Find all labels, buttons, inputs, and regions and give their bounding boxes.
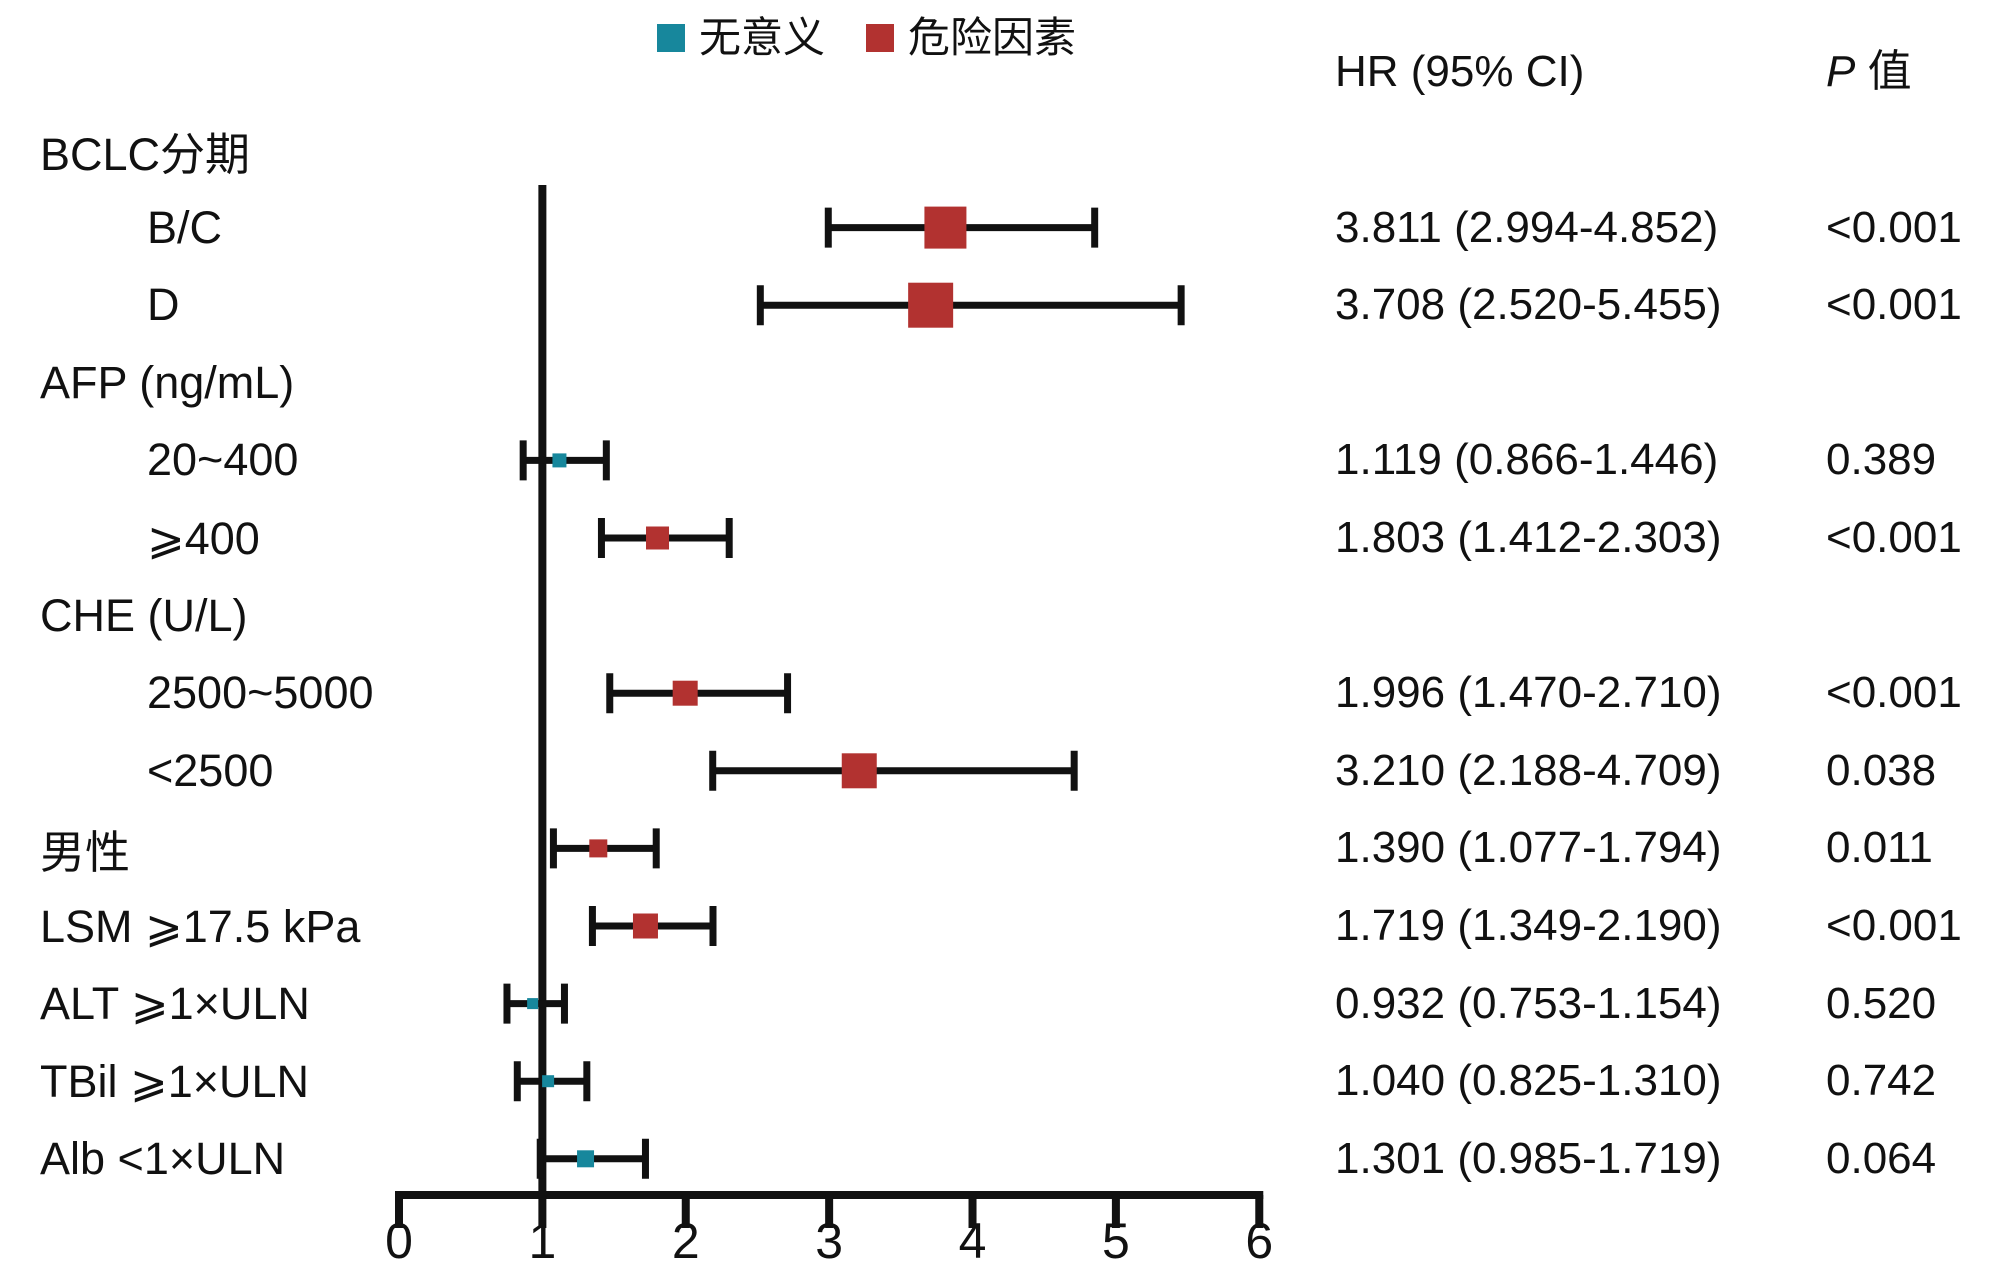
hr-ci-value: 1.996 (1.470-2.710) bbox=[1335, 668, 1722, 718]
p-value: 0.011 bbox=[1826, 823, 1933, 873]
p-column-header: P 值 bbox=[1826, 44, 1912, 100]
hr-ci-value: 1.390 (1.077-1.794) bbox=[1335, 823, 1722, 873]
p-column-header-suffix: 值 bbox=[1855, 47, 1912, 96]
legend-swatch-risk-factor bbox=[866, 24, 894, 52]
hr-ci-value: 1.719 (1.349-2.190) bbox=[1335, 901, 1722, 950]
x-axis-tick-label: 3 bbox=[815, 1213, 843, 1269]
row-label: TBil ⩾1×ULN bbox=[40, 1055, 310, 1107]
hr-marker bbox=[527, 998, 539, 1010]
x-axis-tick-label: 0 bbox=[385, 1213, 413, 1269]
p-value: 0.038 bbox=[1826, 745, 1937, 795]
row-label: LSM ⩾17.5 kPa bbox=[40, 900, 361, 952]
x-axis-tick-label: 2 bbox=[672, 1213, 700, 1269]
legend-item-risk-factor: 危险因素 bbox=[866, 16, 1076, 60]
hr-column-header: HR (95% CI) bbox=[1335, 47, 1585, 96]
hr-ci-value: 1.040 (0.825-1.310) bbox=[1335, 1056, 1722, 1106]
row-label: 2500~5000 bbox=[147, 667, 374, 719]
row-label: Alb <1×ULN bbox=[40, 1132, 286, 1184]
x-axis-tick-label: 6 bbox=[1245, 1213, 1273, 1269]
legend-label: 危险因素 bbox=[908, 14, 1077, 61]
row-label: ⩾400 bbox=[147, 512, 260, 564]
row-label: B/C bbox=[147, 201, 223, 253]
p-value: <0.001 bbox=[1826, 202, 1962, 252]
p-column-header-italic: P bbox=[1826, 47, 1856, 96]
legend-swatch-not-significant bbox=[657, 24, 685, 52]
row-label: 20~400 bbox=[147, 434, 299, 486]
p-value: 0.742 bbox=[1826, 1056, 1937, 1106]
hr-marker bbox=[552, 453, 567, 468]
p-value: <0.001 bbox=[1826, 668, 1962, 718]
legend-label: 无意义 bbox=[699, 14, 826, 61]
p-value: <0.001 bbox=[1826, 280, 1962, 330]
hr-marker bbox=[841, 753, 877, 789]
row-label: ALT ⩾1×ULN bbox=[40, 978, 310, 1030]
hr-ci-value: 0.932 (0.753-1.154) bbox=[1335, 978, 1722, 1028]
hr-ci-value: 3.708 (2.520-5.455) bbox=[1335, 280, 1722, 330]
p-value: <0.001 bbox=[1826, 901, 1962, 950]
hr-ci-value: 3.811 (2.994-4.852) bbox=[1335, 202, 1719, 252]
row-label: D bbox=[147, 279, 180, 331]
hr-ci-value: 1.803 (1.412-2.303) bbox=[1335, 513, 1722, 562]
x-axis-tick-label: 4 bbox=[959, 1213, 987, 1269]
x-axis-tick-label: 5 bbox=[1102, 1213, 1130, 1269]
x-axis-tick-label: 1 bbox=[528, 1213, 556, 1269]
hr-ci-value: 1.119 (0.866-1.446) bbox=[1335, 435, 1719, 485]
hr-marker bbox=[589, 839, 608, 858]
hr-ci-value: 1.301 (0.985-1.719) bbox=[1335, 1133, 1722, 1183]
hr-marker bbox=[672, 680, 698, 706]
p-value: 0.520 bbox=[1826, 978, 1937, 1028]
p-value: 0.064 bbox=[1826, 1133, 1937, 1183]
hr-marker bbox=[632, 913, 658, 939]
p-value: 0.389 bbox=[1826, 435, 1937, 485]
row-group-label: BCLC分期 bbox=[40, 128, 251, 180]
hr-ci-value: 3.210 (2.188-4.709) bbox=[1335, 745, 1722, 795]
hr-marker bbox=[908, 282, 954, 328]
row-group-label: CHE (U/L) bbox=[40, 589, 248, 641]
row-label: <2500 bbox=[147, 744, 274, 796]
p-value: <0.001 bbox=[1826, 513, 1962, 562]
legend-item-not-significant: 无意义 bbox=[657, 16, 825, 60]
hr-marker bbox=[646, 526, 670, 550]
hr-marker bbox=[924, 206, 967, 249]
hr-marker bbox=[577, 1150, 595, 1168]
hr-marker bbox=[542, 1075, 555, 1088]
row-group-label: AFP (ng/mL) bbox=[40, 356, 295, 408]
row-label: 男性 bbox=[40, 826, 131, 878]
